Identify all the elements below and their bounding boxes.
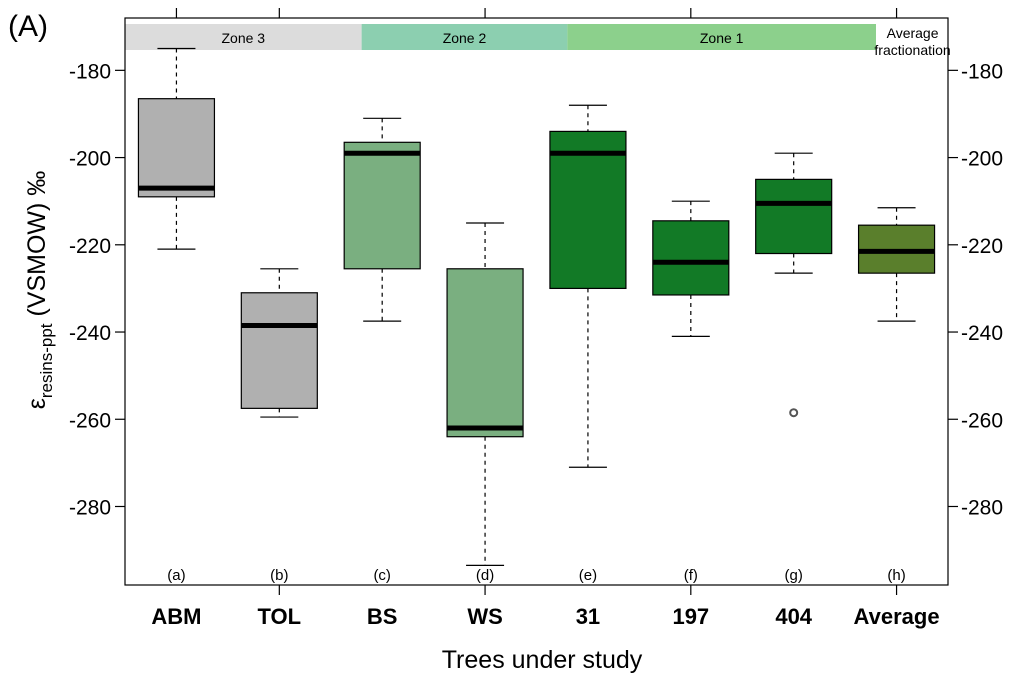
y-tick-label-left: -280 (69, 496, 111, 519)
box-tol: (b) TOL (240, 268, 318, 629)
y-tick-label-right: -240 (961, 322, 1003, 345)
outlier-point (789, 408, 799, 418)
zone-band (361, 24, 568, 50)
category-label: WS (467, 604, 502, 629)
zone-label: Zone 3 (222, 30, 266, 46)
plot-frame (124, 17, 949, 586)
box-ws: (d) WS (446, 222, 524, 629)
y-tick-label-right: -280 (961, 496, 1003, 519)
significance-letter: (e) (579, 567, 597, 584)
box-iqr (343, 141, 421, 270)
category-label: 197 (672, 604, 709, 629)
box-iqr (549, 130, 627, 290)
category-label: 404 (775, 604, 812, 629)
category-label: 31 (576, 604, 600, 629)
average-zone-label: fractionation (874, 42, 950, 58)
category-label: BS (367, 604, 398, 629)
y-tick-label-left: -260 (69, 409, 111, 432)
category-label: ABM (151, 604, 201, 629)
box-iqr (137, 98, 216, 198)
y-tick-label-right: -260 (961, 409, 1003, 432)
box-series: (a)ABM(b)TOL(c)BS(d)WS(e)31(f)197(g)404(… (137, 47, 940, 629)
y-axis-title-symbol: ε (23, 398, 51, 409)
panel-label: (A) (8, 10, 48, 43)
y-tick-label-left: -220 (69, 235, 111, 258)
category-label: Average (854, 604, 940, 629)
y-axis-title-subscript: resins-ppt (37, 323, 56, 398)
significance-letter: (c) (373, 567, 391, 584)
x-axis-title: Trees under study (442, 646, 643, 674)
box-bs: (c) BS (343, 117, 421, 629)
box-average: (h) Average (854, 207, 940, 629)
box-abm: (a) ABM (137, 47, 216, 629)
zone-band (567, 24, 876, 50)
y-tick-label-right: -220 (961, 235, 1003, 258)
box-197: (f) 197 (652, 200, 730, 629)
y-tick-label-left: -180 (69, 60, 111, 83)
significance-letter: (h) (887, 567, 905, 584)
box-iqr (755, 178, 833, 255)
y-axis-title-unit: (VSMOW) ‰ (23, 171, 51, 324)
significance-letter: (g) (785, 567, 803, 584)
zone-label: Zone 2 (443, 30, 487, 46)
average-zone-label: Average (887, 25, 939, 41)
category-label: TOL (258, 604, 302, 629)
significance-letter: (f) (684, 567, 698, 584)
y-tick-label-right: -180 (961, 60, 1003, 83)
box-iqr (446, 268, 524, 438)
box-31: (e) 31 (549, 104, 627, 629)
significance-letter: (a) (167, 567, 185, 584)
y-tick-label-left: -240 (69, 322, 111, 345)
y-tick-label-right: -200 (961, 148, 1003, 171)
box-iqr (652, 220, 730, 296)
significance-letter: (d) (476, 567, 494, 584)
y-tick-label-left: -200 (69, 148, 111, 171)
zone-band (125, 24, 362, 50)
zone-label: Zone 1 (700, 30, 744, 46)
significance-letter: (b) (270, 567, 288, 584)
box-iqr (240, 292, 318, 409)
box-404: (g) 404 (755, 152, 833, 629)
axes: -180 -180 -200 -200 -220 -220 -240 -240 -260 -260… (69, 8, 1003, 595)
y-axis-title: εresins-ppt (VSMOW) ‰ (23, 171, 56, 410)
